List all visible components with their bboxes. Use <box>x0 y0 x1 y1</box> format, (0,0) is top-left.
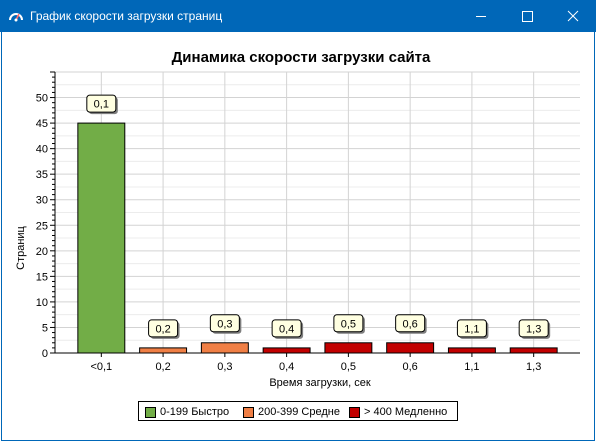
minimize-button[interactable] <box>458 0 504 32</box>
title-bar: График скорости загрузки страниц <box>0 0 596 32</box>
y-tick-label: 10 <box>36 297 48 309</box>
bar <box>262 347 311 354</box>
y-tick-label: 35 <box>36 169 48 181</box>
x-axis-label: Время загрузки, сек <box>269 377 371 389</box>
y-tick-label: 15 <box>36 271 48 283</box>
data-label-box <box>86 94 117 113</box>
chart-legend: 0-199 Быстро 200-399 Средне > 400 Медлен… <box>138 401 458 421</box>
data-label: 0,1 <box>94 99 109 111</box>
data-label: 0,3 <box>217 318 232 330</box>
bar <box>386 342 435 354</box>
x-tick-label: 0,2 <box>155 361 170 373</box>
y-tick-label: 5 <box>42 322 48 334</box>
x-tick-label: 1,3 <box>526 361 541 373</box>
data-label: 1,3 <box>526 323 541 335</box>
window-title: График скорости загрузки страниц <box>30 9 223 23</box>
close-button[interactable] <box>550 0 596 32</box>
data-label-box <box>209 314 240 333</box>
data-label: 1,1 <box>464 323 479 335</box>
speedometer-icon <box>8 8 24 24</box>
data-label-box <box>333 314 364 333</box>
y-tick-label: 0 <box>42 348 48 360</box>
chart-title: Динамика скорости загрузки сайта <box>172 49 431 66</box>
bar <box>324 342 373 354</box>
y-tick-label: 30 <box>36 195 48 207</box>
data-label-box <box>395 314 426 333</box>
y-tick-label: 20 <box>36 246 48 258</box>
y-tick-label: 25 <box>36 220 48 232</box>
data-label-box <box>271 319 302 338</box>
x-tick-label: <0,1 <box>90 361 112 373</box>
bar <box>447 347 496 354</box>
x-tick-label: 0,5 <box>341 361 356 373</box>
y-tick-label: 45 <box>36 118 48 130</box>
y-tick-label: 50 <box>36 93 48 105</box>
bar <box>200 342 249 354</box>
bar <box>139 347 188 354</box>
x-tick-label: 0,3 <box>217 361 232 373</box>
data-label: 0,6 <box>402 318 417 330</box>
legend-swatch-fast <box>145 407 156 418</box>
legend-label-medium: 200-399 Средне <box>258 406 340 418</box>
y-axis-label: Страниц <box>15 225 27 269</box>
bar <box>77 122 126 354</box>
x-tick-label: 0,4 <box>279 361 294 373</box>
data-label: 0,5 <box>341 318 356 330</box>
bar <box>509 347 558 354</box>
data-label-box <box>518 319 549 338</box>
legend-swatch-medium <box>243 407 254 418</box>
data-label: 0,2 <box>155 323 170 335</box>
data-label-box <box>148 319 179 338</box>
legend-label-slow: > 400 Медленно <box>364 406 448 418</box>
maximize-button[interactable] <box>504 0 550 32</box>
legend-label-fast: 0-199 Быстро <box>160 406 230 418</box>
data-label: 0,4 <box>279 323 294 335</box>
x-tick-label: 0,6 <box>402 361 417 373</box>
bar-chart: Динамика скорости загрузки сайта 0 5 10 15 2… <box>15 49 580 389</box>
x-tick-label: 1,1 <box>464 361 479 373</box>
y-tick-label: 40 <box>36 144 48 156</box>
legend-swatch-slow <box>349 407 360 418</box>
data-label-box <box>456 319 487 338</box>
